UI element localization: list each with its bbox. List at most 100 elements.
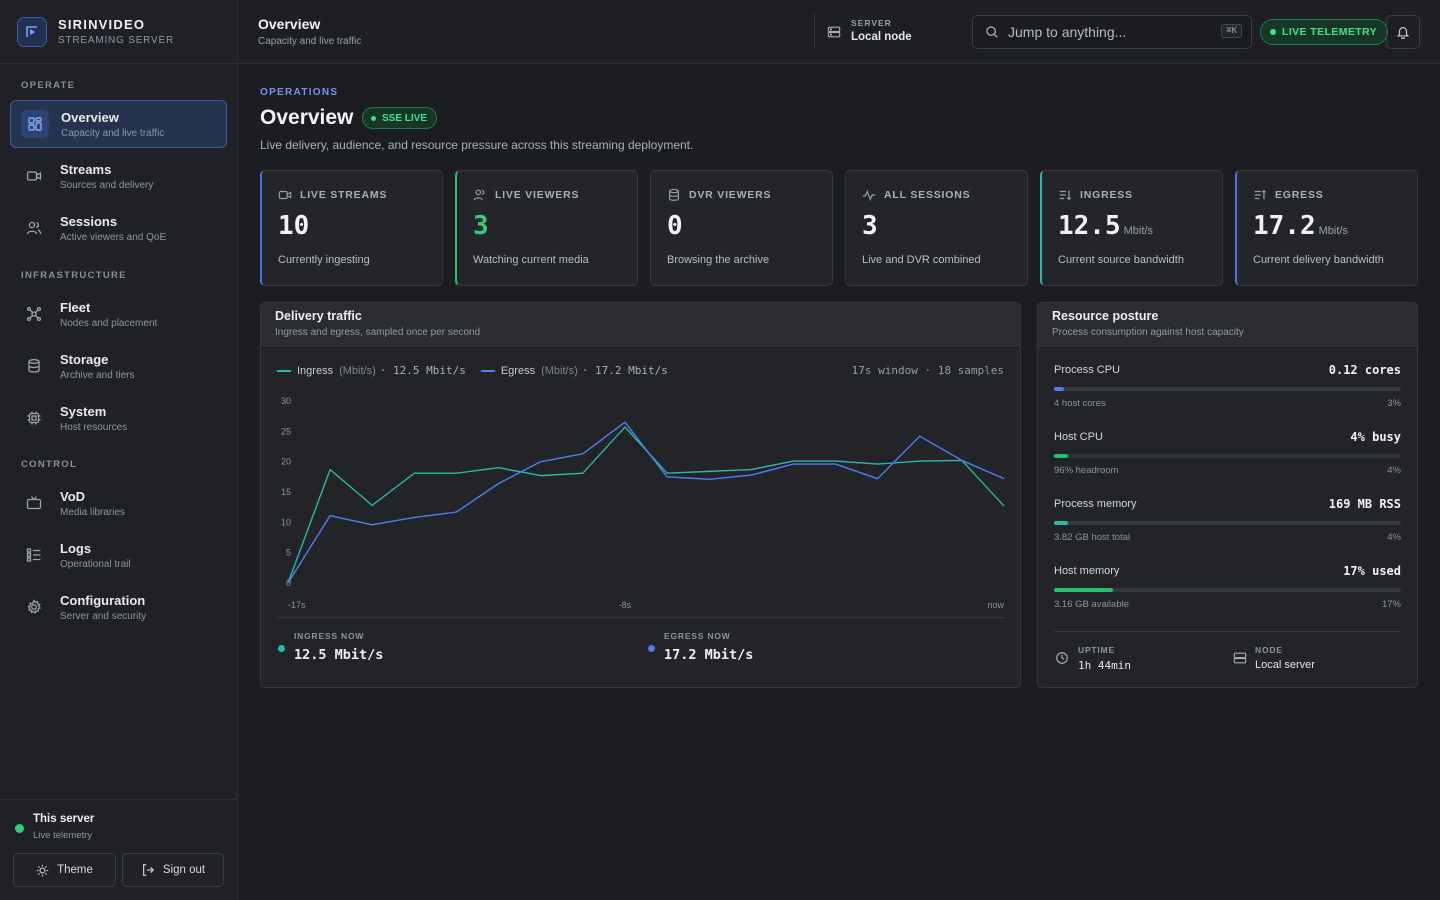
kpi-label: EGRESS [1275,189,1324,201]
page-title: Overview [260,106,354,129]
sidebar: SIRINVIDEO STREAMING SERVER OPERATE Over… [0,0,238,900]
legend-unit: (Mbit/s) [339,364,376,377]
video-icon [278,190,292,200]
live-telemetry-badge[interactable]: LIVE TELEMETRY [1260,19,1389,45]
sidebar-item-sessions[interactable]: Sessions Active viewers and QoE [10,204,227,252]
search-input[interactable]: Jump to anything... ⌘K [972,15,1252,49]
notifications-button[interactable] [1386,15,1420,49]
ingress-icon [1059,190,1072,201]
ingress-dot-icon [278,645,285,652]
kpi-label: LIVE STREAMS [300,189,388,201]
sidebar-item-label: Fleet [60,299,91,315]
clock-icon [1055,651,1069,670]
chart-window: 17s window · 18 samples [851,364,1004,377]
kpi-ingress[interactable]: INGRESS 12.5 Mbit/s Current source bandwi… [1040,170,1223,286]
kpi-sub: Current delivery bandwidth [1253,254,1384,266]
chart-divider [277,617,1005,618]
sidebar-footer: This server Live telemetry Theme Sign ou… [0,799,237,900]
sse-live-label: SSE LIVE [382,112,428,124]
resource-pct: 4% [1387,532,1401,543]
nav-section-control: CONTROL [21,459,78,470]
kpi-label: LIVE VIEWERS [495,189,580,201]
kpi-sub: Current source bandwidth [1058,254,1184,266]
sidebar-item-sub: Capacity and live traffic [61,127,165,139]
sidebar-item-logs[interactable]: Logs Operational trail [10,531,227,579]
resource-label: Host CPU [1054,431,1103,443]
sidebar-item-streams[interactable]: Streams Sources and delivery [10,152,227,200]
sidebar-item-vod[interactable]: VoD Media libraries [10,479,227,527]
sidebar-item-overview[interactable]: Overview Capacity and live traffic [10,100,227,148]
panel-title: Resource posture [1052,309,1159,323]
sidebar-item-sub: Host resources [60,421,128,433]
node-label: NODE [1255,645,1283,655]
list-icon [20,541,48,569]
legend-value: · 12.5 Mbit/s [379,364,466,377]
kpi-all-sessions[interactable]: ALL SESSIONS 3 Live and DVR combined [845,170,1028,286]
egress-now-label: EGRESS NOW [664,631,731,641]
kpi-sub: Watching current media [473,254,589,266]
sign-out-button[interactable]: Sign out [122,853,224,887]
kpi-label: INGRESS [1080,189,1133,201]
kpi-sub: Currently ingesting [278,254,370,266]
resource-pct: 4% [1387,465,1401,476]
sidebar-item-sub: Operational trail [60,558,131,570]
panel-subtitle: Process consumption against host capacit… [1052,327,1244,338]
y-tick-label: 30 [281,396,291,406]
kpi-egress[interactable]: EGRESS 17.2 Mbit/s Current delivery bandw… [1235,170,1418,286]
kpi-sub: Live and DVR combined [862,254,981,266]
tv-icon [20,489,48,517]
y-tick-label: 25 [281,426,291,436]
sidebar-item-sub: Media libraries [60,506,126,518]
brand[interactable]: SIRINVIDEO STREAMING SERVER [0,0,237,64]
node-value: Local server [1255,659,1315,671]
header-subtitle: Capacity and live traffic [258,36,362,47]
nav-section-operate: OPERATE [21,80,76,91]
database-icon [20,352,48,380]
ingress-now-value: 12.5 Mbit/s [294,647,384,663]
kpi-label: ALL SESSIONS [884,189,971,201]
resource-bar [1054,454,1401,458]
resource-bar-fill [1054,387,1065,391]
kpi-live-viewers[interactable]: LIVE VIEWERS 3 Watching current media [455,170,638,286]
uptime-label: UPTIME [1078,645,1115,655]
activity-icon [862,189,876,202]
theme-label: Theme [57,864,93,876]
theme-button[interactable]: Theme [13,853,116,887]
server-icon [1233,651,1247,670]
top-header: Overview Capacity and live traffic SERVE… [238,0,1440,64]
sidebar-item-label: Overview [61,109,119,125]
resource-value: 0.12 cores [1328,363,1401,377]
x-tick-label: now [987,600,1004,610]
kpi-dvr-viewers[interactable]: DVR VIEWERS 0 Browsing the archive [650,170,833,286]
resource-bar-fill [1054,588,1113,592]
server-value[interactable]: Local node [851,31,912,43]
sidebar-item-storage[interactable]: Storage Archive and tiers [10,342,227,390]
series-line-egress [287,421,1005,584]
kpi-live-streams[interactable]: LIVE STREAMS 10 Currently ingesting [260,170,443,286]
ingress-now-label: INGRESS NOW [294,631,365,641]
sidebar-item-system[interactable]: System Host resources [10,394,227,442]
kpi-value: 10 [278,211,310,241]
server-title: This server [33,813,95,825]
sidebar-item-label: Sessions [60,213,118,229]
page-description: Live delivery, audience, and resource pr… [260,138,694,152]
logo-icon [17,16,47,47]
resource-value: 17% used [1343,564,1401,578]
resource-label: Process memory [1054,498,1137,510]
search-placeholder: Jump to anything... [1008,24,1127,40]
resource-label: Host memory [1054,565,1120,577]
sidebar-item-label: Logs [60,540,92,556]
resource-bar-fill [1054,454,1068,458]
sidebar-item-fleet[interactable]: Fleet Nodes and placement [10,290,227,338]
users-icon [20,214,48,242]
header-title: Overview [258,16,321,32]
x-tick-label: -17s [288,600,306,610]
sun-icon [36,864,49,876]
search-shortcut: ⌘K [1221,24,1242,38]
sse-live-badge: SSE LIVE [362,107,438,129]
sidebar-item-configuration[interactable]: Configuration Server and security [10,583,227,631]
cpu-icon [20,404,48,432]
resource-pct: 3% [1387,398,1401,409]
kpi-sub: Browsing the archive [667,254,770,266]
